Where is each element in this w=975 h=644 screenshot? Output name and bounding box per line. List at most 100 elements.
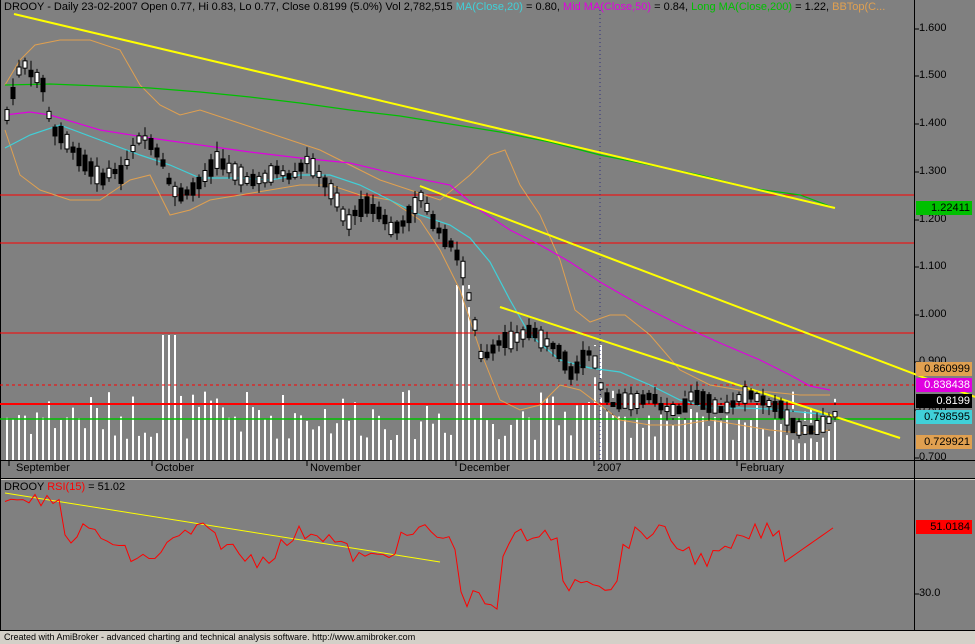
candle-body: [526, 324, 532, 339]
volume-bar: [66, 417, 68, 460]
volume-bar: [342, 398, 344, 460]
volume-bar: [24, 415, 26, 460]
candle-body: [778, 400, 784, 419]
volume-bar: [774, 418, 776, 460]
volume-bar: [96, 407, 98, 460]
volume-bar: [72, 407, 74, 460]
candle-body: [130, 144, 136, 153]
rsi-value: = 51.02: [85, 481, 126, 493]
candle-body: [646, 392, 652, 401]
candle-body: [568, 366, 574, 380]
volume-bar: [732, 439, 734, 460]
volume-bar: [738, 418, 740, 460]
rsi-panel[interactable]: [0, 480, 914, 630]
volume-bars: [6, 285, 836, 460]
volume-bar: [192, 394, 194, 460]
candle-body: [706, 394, 712, 413]
candle-body: [466, 292, 472, 301]
candle-body: [376, 206, 382, 220]
volume-bar: [6, 417, 8, 460]
volume-bar: [714, 400, 716, 460]
volume-bar: [492, 424, 494, 460]
volume-bar: [36, 412, 38, 460]
volume-bar: [174, 335, 176, 460]
rsi-axis-label: 30.0: [919, 587, 941, 599]
candle-body: [346, 214, 352, 230]
candle-body: [340, 208, 346, 222]
ma20-label: MA(Close,20): [455, 1, 523, 13]
candle-body: [682, 398, 688, 413]
candle-body: [724, 401, 730, 414]
volume-bar: [522, 411, 524, 460]
candlesticks: [4, 57, 838, 444]
ma200-tag: 1.22411: [916, 201, 972, 215]
candle-body: [514, 332, 520, 343]
volume-bar: [156, 433, 158, 460]
candle-body: [532, 327, 538, 339]
volume-bar: [246, 392, 248, 460]
candle-body: [178, 187, 184, 202]
volume-bar: [432, 423, 434, 460]
volume-bar: [438, 413, 440, 460]
candle-body: [136, 135, 142, 144]
candle-body: [610, 401, 616, 408]
candle-body: [142, 135, 148, 141]
candle-body: [334, 192, 340, 208]
volume-bar: [612, 390, 614, 460]
candle-body: [508, 330, 514, 350]
volume-bar: [666, 419, 668, 460]
volume-bar: [396, 435, 398, 460]
candle-body: [502, 331, 508, 349]
volume-bar: [684, 396, 686, 460]
volume-bar: [834, 398, 836, 460]
candle-body: [244, 176, 250, 184]
volume-bar: [444, 432, 446, 460]
candle-body: [160, 159, 166, 167]
candle-body: [154, 147, 160, 158]
candle-body: [10, 86, 16, 100]
ma200-value: = 1.22,: [792, 1, 830, 13]
candle-body: [634, 392, 640, 410]
candle-body: [496, 340, 502, 346]
candle-body: [460, 260, 466, 279]
ma50-value: = 0.84,: [651, 1, 689, 13]
volume-bar: [390, 439, 392, 460]
candle-body: [28, 69, 34, 78]
volume-bar: [462, 285, 464, 460]
candle-body: [148, 138, 154, 150]
candle-body: [562, 351, 568, 371]
volume-bar: [186, 438, 188, 460]
candle-body: [628, 393, 634, 411]
candle-body: [640, 394, 646, 405]
volume-bar: [60, 419, 62, 460]
candle-body: [544, 338, 550, 347]
candle-body: [454, 249, 460, 261]
candle-body: [322, 177, 328, 188]
volume-bar: [786, 435, 788, 460]
volume-bar: [588, 402, 590, 460]
volume-bar: [720, 399, 722, 460]
volume-bar: [240, 431, 242, 460]
volume-bar: [534, 439, 536, 460]
volume-bar: [750, 420, 752, 460]
candle-body: [310, 158, 316, 177]
volume-bar: [540, 392, 542, 460]
candle-body: [364, 196, 370, 214]
candle-body: [196, 176, 202, 190]
volume-bar: [372, 409, 374, 460]
candle-body: [592, 355, 598, 369]
volume-bar: [414, 439, 416, 460]
volume-bar: [222, 407, 224, 460]
volume-bar: [234, 416, 236, 460]
volume-bar: [798, 438, 800, 460]
volume-bar: [318, 426, 320, 460]
volume-bar: [42, 417, 44, 460]
date-axis-label: December: [459, 462, 510, 474]
volume-bar: [636, 417, 638, 460]
volume-bar: [150, 436, 152, 460]
candle-body: [688, 391, 694, 402]
candle-body: [256, 175, 262, 185]
volume-bar: [366, 437, 368, 460]
volume-bar: [30, 433, 32, 460]
